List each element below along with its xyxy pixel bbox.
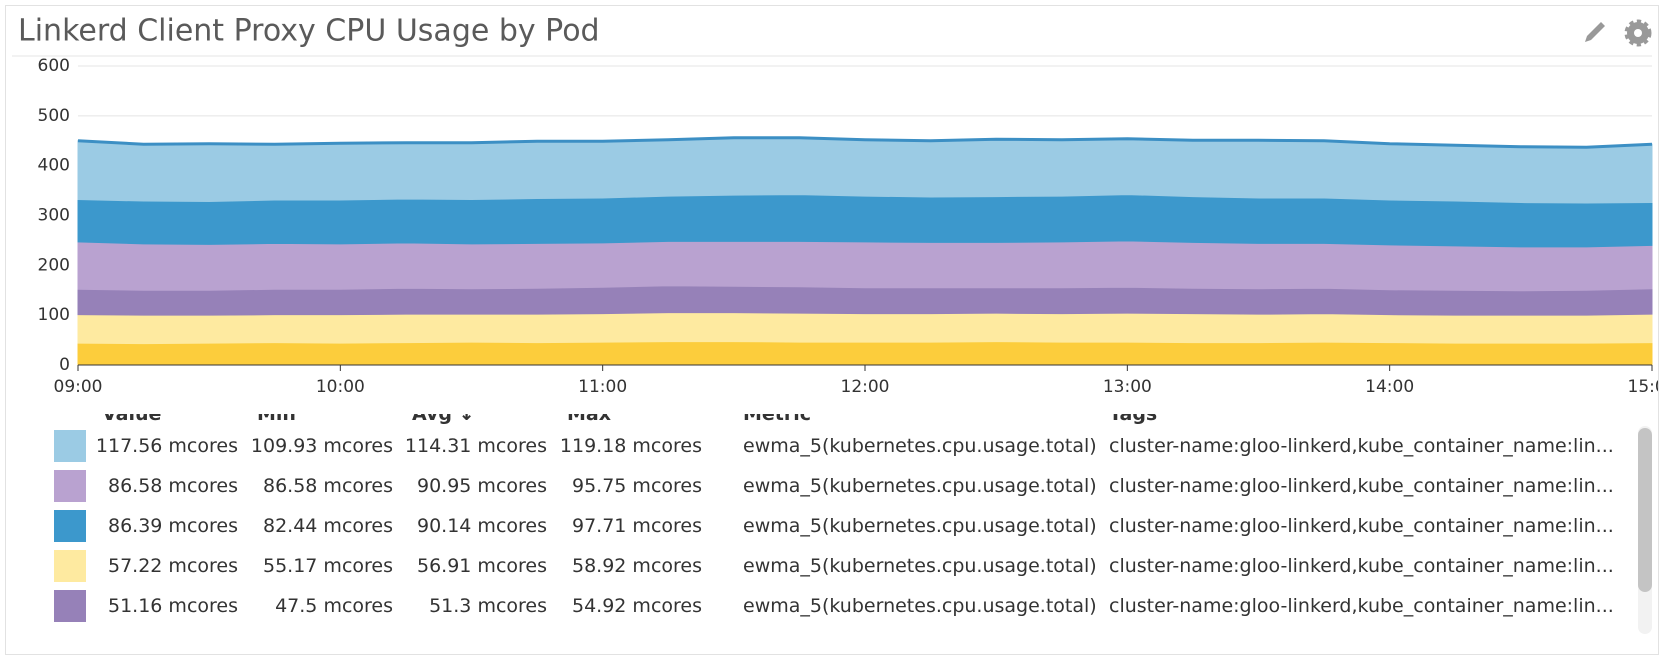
column-header: Max	[567, 414, 611, 425]
area	[77, 137, 1653, 204]
stat-cell: 95.75 mcores	[572, 475, 702, 497]
x-tick-label: 09:00	[54, 377, 103, 397]
column-header: Min	[257, 414, 296, 425]
stat-cell: 55.17 mcores	[263, 555, 393, 577]
stat-cell: 57.22 mcores	[108, 555, 238, 577]
scrollbar-track	[1638, 426, 1652, 634]
stat-cell: 86.58 mcores	[263, 475, 393, 497]
chart: Linkerd Client Proxy CPU Usage by Pod 0 1…	[12, 14, 1659, 397]
y-tick-label: 100	[38, 305, 70, 325]
stat-cell: 86.58 mcores	[108, 475, 238, 497]
x-tick-label: 15:00	[1628, 377, 1659, 397]
area	[77, 312, 1653, 345]
color-swatch	[54, 470, 86, 502]
stat-cell: 119.18 mcores	[559, 435, 702, 457]
color-swatch	[54, 590, 86, 622]
stat-cell: 51.16 mcores	[108, 595, 238, 617]
metric-cell: ewma_5(kubernetes.cpu.usage.total)	[743, 475, 1097, 497]
area	[77, 194, 1653, 248]
y-tick-label: 300	[38, 206, 70, 226]
stat-cell: 90.14 mcores	[417, 515, 547, 537]
tags-cell: cluster-name:gloo-linkerd,kube_container…	[1109, 515, 1614, 537]
metric-cell: ewma_5(kubernetes.cpu.usage.total)	[743, 555, 1097, 577]
tags-cell: cluster-name:gloo-linkerd,kube_container…	[1109, 595, 1614, 617]
stat-cell: 56.91 mcores	[417, 555, 547, 577]
chart-title: Linkerd Client Proxy CPU Usage by Pod	[18, 14, 600, 49]
stat-cell: 117.56 mcores	[95, 435, 238, 457]
stat-cell: 58.92 mcores	[572, 555, 702, 577]
stat-cell: 51.3 mcores	[429, 595, 547, 617]
metric-cell: ewma_5(kubernetes.cpu.usage.total)	[743, 435, 1097, 457]
area-top-line	[77, 136, 1653, 149]
widget: Linkerd Client Proxy CPU Usage by Pod 0 1…	[5, 5, 1659, 655]
x-tick-label: 12:00	[841, 377, 890, 397]
y-tick-label: 0	[59, 355, 70, 375]
tags-cell: cluster-name:gloo-linkerd,kube_container…	[1109, 475, 1614, 497]
area	[77, 341, 1653, 366]
stat-cell: 90.95 mcores	[417, 475, 547, 497]
stat-cell: 47.5 mcores	[275, 595, 393, 617]
stat-cell: 114.31 mcores	[404, 435, 547, 457]
settings-icon[interactable]	[1624, 19, 1652, 47]
scrollbar-thumb[interactable]	[1638, 428, 1652, 592]
column-header: Value	[102, 414, 162, 425]
legend-table: Value Min Avg ↓ Max Metric Tags 117.56 mcores 1…	[6, 414, 1646, 642]
x-tick-label: 10:00	[316, 377, 365, 397]
stat-cell: 82.44 mcores	[263, 515, 393, 537]
edit-icon[interactable]	[1585, 22, 1605, 42]
column-header: Avg ↓	[412, 414, 475, 425]
stat-cell: 86.39 mcores	[108, 515, 238, 537]
color-swatch	[54, 510, 86, 542]
color-swatch	[54, 550, 86, 582]
y-tick-label: 400	[38, 156, 70, 176]
tags-cell: cluster-name:gloo-linkerd,kube_container…	[1109, 555, 1614, 577]
metric-cell: ewma_5(kubernetes.cpu.usage.total)	[743, 595, 1097, 617]
stat-cell: 54.92 mcores	[572, 595, 702, 617]
y-tick-label: 200	[38, 255, 70, 275]
y-tick-label: 600	[38, 56, 70, 76]
color-swatch	[54, 430, 86, 462]
gear-hole	[1634, 29, 1642, 37]
column-header: Tags	[1109, 414, 1158, 425]
tags-cell: cluster-name:gloo-linkerd,kube_container…	[1109, 435, 1614, 457]
stat-cell: 109.93 mcores	[250, 435, 393, 457]
x-tick-label: 14:00	[1365, 377, 1414, 397]
stat-cell: 97.71 mcores	[572, 515, 702, 537]
metric-cell: ewma_5(kubernetes.cpu.usage.total)	[743, 515, 1097, 537]
x-tick-label: 13:00	[1103, 377, 1152, 397]
x-tick-label: 11:00	[578, 377, 627, 397]
area	[77, 240, 1653, 292]
column-header: Metric	[743, 414, 812, 425]
pencil[interactable]	[1585, 22, 1605, 42]
y-tick-label: 500	[38, 106, 70, 126]
